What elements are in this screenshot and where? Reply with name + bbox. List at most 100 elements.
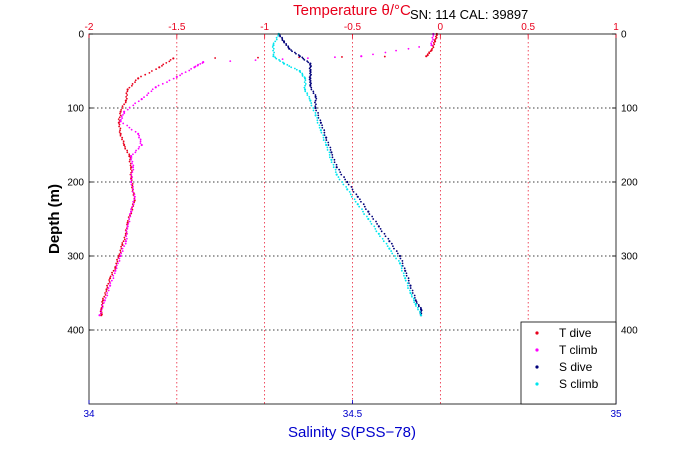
s-dive-point xyxy=(321,124,324,127)
temperature-tick-label: 0 xyxy=(438,22,444,33)
t-dive-point xyxy=(434,38,437,40)
t-dive-point xyxy=(117,254,120,258)
s-climb-point xyxy=(404,277,407,280)
t-dive-point xyxy=(129,168,132,170)
s-dive-point xyxy=(330,151,333,154)
t-dive-point xyxy=(111,273,114,276)
s-dive-point xyxy=(407,279,410,282)
t-dive-point xyxy=(131,208,134,211)
s-climb-point xyxy=(272,49,274,52)
s-dive-point xyxy=(418,305,420,308)
salinity-tick-label: 35 xyxy=(610,409,622,420)
s-dive-point xyxy=(377,225,380,228)
t-climb-point xyxy=(196,64,199,67)
s-dive-point xyxy=(309,84,312,87)
s-dive-point xyxy=(312,90,315,93)
salinity-axis-label: Salinity S(PSS−78) xyxy=(288,424,416,441)
s-dive-point xyxy=(314,106,317,110)
t-dive-point xyxy=(168,60,171,63)
s-climb-point xyxy=(272,53,275,56)
s-dive-point xyxy=(312,92,315,95)
s-dive-point xyxy=(401,260,404,262)
t-climb-point xyxy=(134,130,137,133)
t-dive-point xyxy=(100,314,103,317)
t-dive-point xyxy=(119,249,122,252)
s-climb-point xyxy=(381,237,384,240)
t-dive-point xyxy=(119,127,122,130)
t-climb-point xyxy=(384,51,387,54)
t-dive-point xyxy=(117,121,120,124)
s-dive-point xyxy=(290,49,292,51)
s-climb-point xyxy=(400,267,403,270)
t-dive-point xyxy=(122,140,125,143)
t-dive-point xyxy=(119,132,122,135)
s-dive-point xyxy=(301,56,304,59)
t-dive-point xyxy=(162,63,165,66)
s-climb-point xyxy=(320,131,323,134)
s-dive-point xyxy=(363,205,366,208)
t-climb-point xyxy=(130,173,133,176)
s-climb-point xyxy=(415,305,417,307)
t-climb-point xyxy=(132,203,135,206)
t-climb-point xyxy=(130,155,133,158)
s-climb-point xyxy=(410,295,413,298)
t-climb-point xyxy=(395,49,397,52)
s-dive-point xyxy=(417,303,420,306)
s-dive-point xyxy=(288,47,291,50)
s-climb-point xyxy=(342,183,345,186)
depth-tick-label-right: 100 xyxy=(621,104,638,115)
t-dive-point xyxy=(114,268,117,270)
s-dive-point xyxy=(291,50,293,53)
t-dive-point xyxy=(128,160,131,163)
temperature-tick-label: -0.5 xyxy=(344,22,362,33)
t-dive-point xyxy=(125,96,128,98)
s-dive-point xyxy=(409,287,412,289)
series-t-climb xyxy=(98,32,435,317)
t-climb-point xyxy=(184,71,187,74)
t-climb-point xyxy=(138,134,141,137)
t-dive-point xyxy=(128,155,131,158)
s-dive-point xyxy=(314,94,317,96)
s-dive-point xyxy=(372,218,375,220)
s-dive-point xyxy=(285,44,288,46)
t-climb-point xyxy=(126,227,129,230)
s-dive-point xyxy=(307,61,310,64)
t-climb-point xyxy=(126,124,129,127)
s-dive-point xyxy=(319,119,322,122)
s-climb-point xyxy=(275,38,278,41)
s-climb-point xyxy=(367,217,370,221)
s-climb-point xyxy=(366,215,368,218)
s-climb-point xyxy=(314,114,317,117)
t-climb-point xyxy=(107,289,110,292)
t-climb-point xyxy=(115,267,118,270)
s-climb-point xyxy=(274,40,277,43)
t-dive-point xyxy=(106,284,108,287)
t-dive-point xyxy=(165,61,168,64)
s-climb-point xyxy=(330,158,333,161)
s-dive-point xyxy=(411,289,414,292)
s-climb-point xyxy=(341,181,344,183)
t-climb-point xyxy=(131,166,135,169)
legend-box xyxy=(520,321,617,405)
s-dive-point xyxy=(401,264,404,267)
s-dive-point xyxy=(331,156,334,159)
t-dive-point xyxy=(122,142,125,145)
t-climb-point xyxy=(127,223,130,225)
s-climb-point xyxy=(325,143,328,147)
s-dive-point xyxy=(317,112,319,114)
t-climb-point xyxy=(128,213,131,215)
s-dive-point xyxy=(302,57,305,60)
t-dive-point xyxy=(128,153,131,156)
t-climb-point xyxy=(432,34,435,37)
s-dive-point xyxy=(335,166,338,169)
s-dive-point xyxy=(321,126,324,129)
t-climb-point xyxy=(133,193,136,196)
s-climb-point xyxy=(394,255,396,257)
s-dive-point xyxy=(314,101,316,104)
t-dive-point xyxy=(120,108,123,111)
s-dive-point xyxy=(323,131,326,134)
s-climb-point xyxy=(370,223,373,225)
t-climb-point xyxy=(130,208,132,211)
t-climb-point xyxy=(132,153,134,156)
t-climb-point xyxy=(133,195,136,198)
